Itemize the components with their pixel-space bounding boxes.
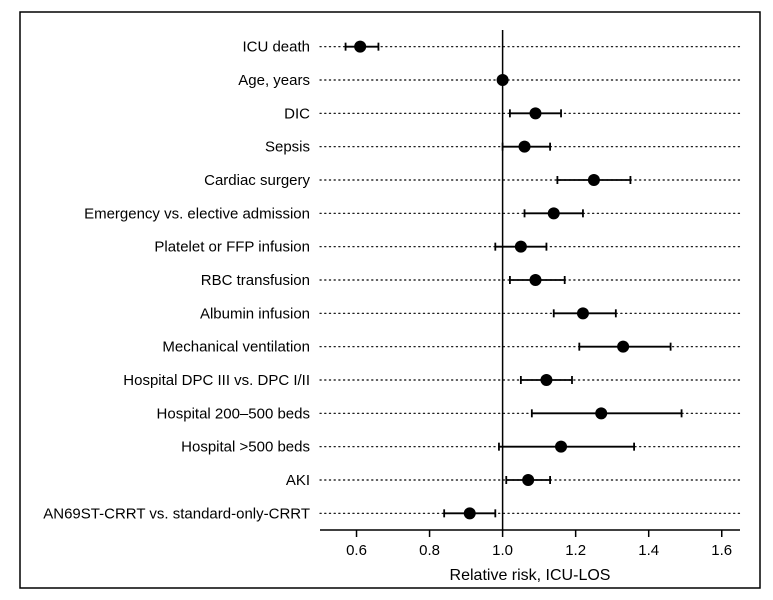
row-label: Hospital 200–500 beds — [157, 405, 310, 422]
row-label: Albumin infusion — [200, 305, 310, 322]
point-estimate-marker — [515, 241, 527, 253]
point-estimate-marker — [588, 174, 600, 186]
point-estimate-marker — [548, 207, 560, 219]
row-label: Sepsis — [265, 139, 310, 156]
point-estimate-marker — [577, 307, 589, 319]
point-estimate-marker — [529, 107, 541, 119]
x-tick-label: 0.6 — [346, 542, 367, 559]
forest-plot-svg: ICU death Age, years DIC Sepsis Cardiac surg… — [0, 0, 773, 600]
row-label: Age, years — [238, 72, 310, 89]
row-label: Mechanical ventilation — [162, 339, 310, 356]
point-estimate-marker — [464, 507, 476, 519]
point-estimate-marker — [354, 41, 366, 53]
point-estimate-marker — [540, 374, 552, 386]
x-tick-label: 1.6 — [711, 542, 732, 559]
forest-plot-container: ICU death Age, years DIC Sepsis Cardiac surg… — [0, 0, 773, 600]
point-estimate-marker — [617, 341, 629, 353]
point-estimate-marker — [595, 407, 607, 419]
row-label: Hospital DPC III vs. DPC I/II — [123, 372, 310, 389]
point-estimate-marker — [529, 274, 541, 286]
row-label: DIC — [284, 105, 310, 122]
row-label: ICU death — [242, 39, 310, 56]
point-estimate-marker — [522, 474, 534, 486]
x-tick-label: 1.0 — [492, 542, 513, 559]
row-label: Platelet or FFP infusion — [154, 239, 310, 256]
x-tick-label: 0.8 — [419, 542, 440, 559]
row-label: Emergency vs. elective admission — [84, 205, 310, 222]
x-tick-label: 1.4 — [638, 542, 659, 559]
row-label: Hospital >500 beds — [181, 439, 310, 456]
row-label: AKI — [286, 472, 310, 489]
row-label: Cardiac surgery — [204, 172, 310, 189]
row-label: AN69ST-CRRT vs. standard-only-CRRT — [43, 505, 310, 522]
point-estimate-marker — [519, 141, 531, 153]
point-estimate-marker — [555, 441, 567, 453]
x-tick-label: 1.2 — [565, 542, 586, 559]
row-label: RBC transfusion — [201, 272, 310, 289]
x-axis-label: Relative risk, ICU-LOS — [450, 567, 611, 584]
